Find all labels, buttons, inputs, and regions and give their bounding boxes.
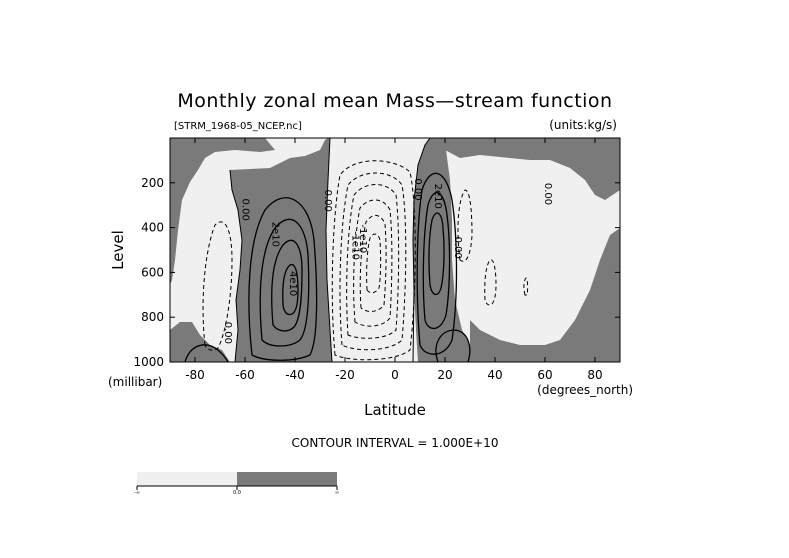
- contour-center-3: [346, 184, 400, 339]
- x-axis-ticks: -80 -60 -40 -20 0 20 40 60 80: [185, 138, 603, 382]
- positive-region-bottom-right: [470, 228, 620, 362]
- x-tick-label: 40: [487, 368, 502, 382]
- contour-interval-label: CONTOUR INTERVAL = 1.000E+10: [292, 436, 499, 450]
- positive-region-right-cell: [413, 138, 478, 362]
- x-axis-label: Latitude: [364, 401, 426, 419]
- units-label: (units:kg/s): [549, 118, 617, 132]
- contour-right-outer: [435, 329, 471, 362]
- chart-title: Monthly zonal mean Mass—stream function: [177, 90, 612, 112]
- contour-value-label: 0.00: [542, 183, 553, 205]
- contour-value-label: 2e10: [432, 184, 443, 209]
- zero-contour-center-right: [412, 138, 431, 362]
- positive-region-top-right: [430, 138, 620, 200]
- positive-regions: [170, 138, 620, 362]
- plot-area: 0.00 2e10 4e10 0.00 -1e10-1e10 0.00 2e10 0.00 0.…: [170, 138, 628, 362]
- contour-value-label: 0.00: [412, 178, 423, 200]
- contour-center-4: [353, 199, 393, 327]
- contour-right-dashed-3: [523, 277, 529, 296]
- contour-left-4: [282, 263, 299, 316]
- x-tick-label: 0: [391, 368, 399, 382]
- y-tick-label: 800: [141, 310, 164, 324]
- positive-contours: [184, 172, 471, 362]
- positive-region-top-left: [170, 138, 275, 285]
- x-tick-label: -80: [185, 368, 205, 382]
- x-tick-label: 20: [437, 368, 452, 382]
- colorbar-negative: [137, 472, 237, 486]
- contour-left-2: [259, 218, 310, 347]
- y-tick-label: 400: [141, 221, 164, 235]
- x-tick-label: -20: [335, 368, 355, 382]
- x-tick-label: -60: [235, 368, 255, 382]
- zero-contour-left: [229, 169, 243, 362]
- contour-value-label: 0.00: [222, 322, 233, 344]
- x-tick-label: -40: [285, 368, 305, 382]
- zero-contours: [229, 138, 431, 362]
- contour-right-3: [428, 212, 445, 296]
- x-tick-label: 60: [537, 368, 552, 382]
- y-tick-label: 600: [141, 265, 164, 279]
- contour-value-label: -1e10: [350, 231, 361, 260]
- x-axis-units: (degrees_north): [537, 383, 633, 397]
- colorbar: -∞ 0.0 ∞: [134, 472, 339, 496]
- positive-region-left-cell: [230, 138, 332, 362]
- contour-center-1: [331, 160, 416, 361]
- contour-left-dashed: [202, 221, 233, 351]
- y-tick-label: 1000: [133, 355, 164, 369]
- contour-center-6: [366, 233, 382, 294]
- contour-right-dashed-1: [484, 259, 497, 306]
- y-tick-label: 200: [141, 176, 164, 190]
- y-axis-units: (millibar): [108, 375, 162, 389]
- contour-value-label: 0.00: [240, 199, 251, 221]
- x-tick-label: 80: [587, 368, 602, 382]
- contour-left-1: [248, 197, 318, 361]
- contour-center-2: [339, 172, 407, 351]
- contour-value-label: 0.00: [617, 165, 628, 187]
- colorbar-label-max: ∞: [335, 490, 339, 496]
- contour-bottom-left: [184, 344, 229, 362]
- contour-value-label: 0.00: [322, 190, 333, 212]
- contour-left-3: [271, 239, 303, 332]
- contour-right-2: [422, 192, 451, 330]
- colorbar-label-zero: 0.0: [233, 490, 241, 496]
- y-axis-ticks: 200 400 600 800 1000: [133, 176, 620, 369]
- contour-labels: 0.00 2e10 4e10 0.00 -1e10-1e10 0.00 2e10 0.00 0.…: [222, 165, 628, 344]
- contour-value-label: 2e10: [270, 222, 281, 247]
- colorbar-label-min: -∞: [134, 490, 140, 496]
- zero-contour-center-left: [325, 138, 333, 362]
- negative-contours: [202, 160, 529, 361]
- contour-value-label: 0.00: [452, 237, 463, 259]
- file-label: [STRM_1968-05_NCEP.nc]: [174, 121, 302, 132]
- contour-center-5: [359, 215, 387, 312]
- contour-value-label: -1e10: [357, 224, 368, 253]
- contour-right-1: [416, 172, 458, 355]
- positive-region-bottom-left: [170, 322, 230, 362]
- contour-value-label: 4e10: [287, 271, 298, 296]
- y-axis-label: Level: [109, 230, 127, 270]
- colorbar-positive: [237, 472, 337, 486]
